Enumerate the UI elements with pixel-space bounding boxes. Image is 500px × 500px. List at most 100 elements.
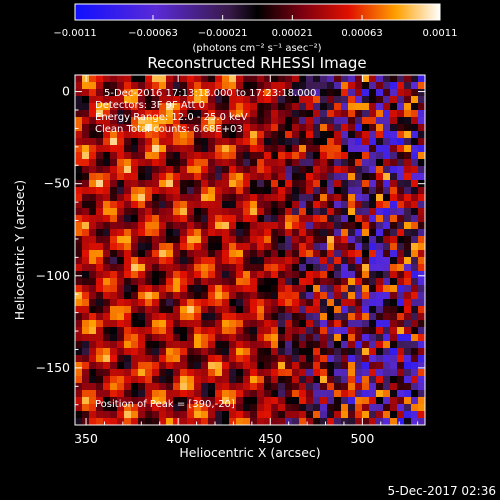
heatmap-cell xyxy=(124,103,132,111)
heatmap-cell xyxy=(236,327,244,335)
heatmap-cell xyxy=(208,138,216,146)
heatmap-cell xyxy=(166,215,174,223)
heatmap-cell xyxy=(180,369,188,377)
heatmap-cell xyxy=(131,411,139,419)
heatmap-cell xyxy=(320,166,328,174)
heatmap-cell xyxy=(278,369,286,377)
heatmap-cell xyxy=(397,124,405,132)
heatmap-cell xyxy=(257,222,265,230)
heatmap-cell xyxy=(418,103,426,111)
heatmap-cell xyxy=(180,397,188,405)
heatmap-cell xyxy=(236,383,244,391)
heatmap-cell xyxy=(229,404,237,412)
heatmap-cell xyxy=(376,299,384,307)
heatmap-cell xyxy=(418,327,426,335)
heatmap-cell xyxy=(411,292,419,300)
heatmap-cell xyxy=(236,341,244,349)
heatmap-cell xyxy=(390,285,398,293)
heatmap-cell xyxy=(299,194,307,202)
heatmap-cell xyxy=(397,187,405,195)
heatmap-cell xyxy=(418,411,426,419)
heatmap-cell xyxy=(285,313,293,321)
heatmap-cell xyxy=(103,327,111,335)
heatmap-cell xyxy=(404,404,412,412)
heatmap-cell xyxy=(390,292,398,300)
heatmap-cell xyxy=(180,271,188,279)
heatmap-cell xyxy=(411,96,419,104)
heatmap-cell xyxy=(390,299,398,307)
heatmap-cell xyxy=(117,271,125,279)
heatmap-cell xyxy=(362,145,370,153)
heatmap-cell xyxy=(194,145,202,153)
heatmap-cell xyxy=(334,75,342,83)
heatmap-cell xyxy=(397,229,405,237)
heatmap-cell xyxy=(159,194,167,202)
heatmap-cell xyxy=(124,89,132,97)
heatmap-cell xyxy=(96,180,104,188)
heatmap-cell xyxy=(96,103,104,111)
heatmap-cell xyxy=(103,404,111,412)
heatmap-cell xyxy=(96,229,104,237)
heatmap-cell xyxy=(271,110,279,118)
heatmap-cell xyxy=(369,194,377,202)
heatmap-cell xyxy=(187,299,195,307)
heatmap-cell xyxy=(152,215,160,223)
heatmap-cell xyxy=(215,285,223,293)
heatmap-cell xyxy=(306,348,314,356)
heatmap-cell xyxy=(194,313,202,321)
heatmap-cell xyxy=(341,229,349,237)
colorbar-ticks: −0.0011 −0.00063 −0.00021 0.00021 0.00063 0.0… xyxy=(53,15,458,39)
heatmap-cell xyxy=(390,397,398,405)
heatmap-cell xyxy=(383,306,391,314)
heatmap-cell xyxy=(236,376,244,384)
heatmap-cell xyxy=(89,173,97,181)
heatmap-cell xyxy=(117,383,125,391)
heatmap-cell xyxy=(257,320,265,328)
heatmap-cell xyxy=(327,278,335,286)
heatmap-cell xyxy=(327,110,335,118)
heatmap-cell xyxy=(180,383,188,391)
heatmap-cell xyxy=(299,418,307,426)
heatmap-cell xyxy=(418,348,426,356)
heatmap-cell xyxy=(404,362,412,370)
heatmap-cell xyxy=(222,152,230,160)
heatmap-cell xyxy=(152,194,160,202)
heatmap-cell xyxy=(89,404,97,412)
heatmap-cell xyxy=(194,159,202,167)
heatmap-cell xyxy=(362,166,370,174)
heatmap-cell xyxy=(103,110,111,118)
heatmap-cell xyxy=(152,138,160,146)
heatmap-cell xyxy=(362,131,370,139)
heatmap-cell xyxy=(131,397,139,405)
heatmap-cell xyxy=(264,355,272,363)
heatmap-cell xyxy=(208,348,216,356)
heatmap-cell xyxy=(327,236,335,244)
heatmap-cell xyxy=(236,229,244,237)
heatmap-cell xyxy=(187,376,195,384)
heatmap-cell xyxy=(201,145,209,153)
heatmap-cell xyxy=(299,110,307,118)
heatmap-cell xyxy=(355,243,363,251)
heatmap-cell xyxy=(250,201,258,209)
heatmap-cell xyxy=(299,215,307,223)
heatmap-cell xyxy=(285,173,293,181)
heatmap-cell xyxy=(390,264,398,272)
heatmap-cell xyxy=(383,124,391,132)
heatmap-cell xyxy=(313,418,321,426)
heatmap-cell xyxy=(96,369,104,377)
heatmap-cell xyxy=(222,257,230,265)
heatmap-cell xyxy=(89,96,97,104)
heatmap-cell xyxy=(243,397,251,405)
heatmap-cell xyxy=(362,257,370,265)
heatmap-cell xyxy=(411,152,419,160)
heatmap-cell xyxy=(187,292,195,300)
heatmap-cell xyxy=(166,271,174,279)
heatmap-cell xyxy=(257,229,265,237)
heatmap-cell xyxy=(264,75,272,83)
heatmap-cell xyxy=(355,271,363,279)
heatmap-cell xyxy=(341,257,349,265)
heatmap-cell xyxy=(418,82,426,90)
heatmap-cell xyxy=(229,152,237,160)
heatmap-cell xyxy=(313,411,321,419)
heatmap-cell xyxy=(320,131,328,139)
